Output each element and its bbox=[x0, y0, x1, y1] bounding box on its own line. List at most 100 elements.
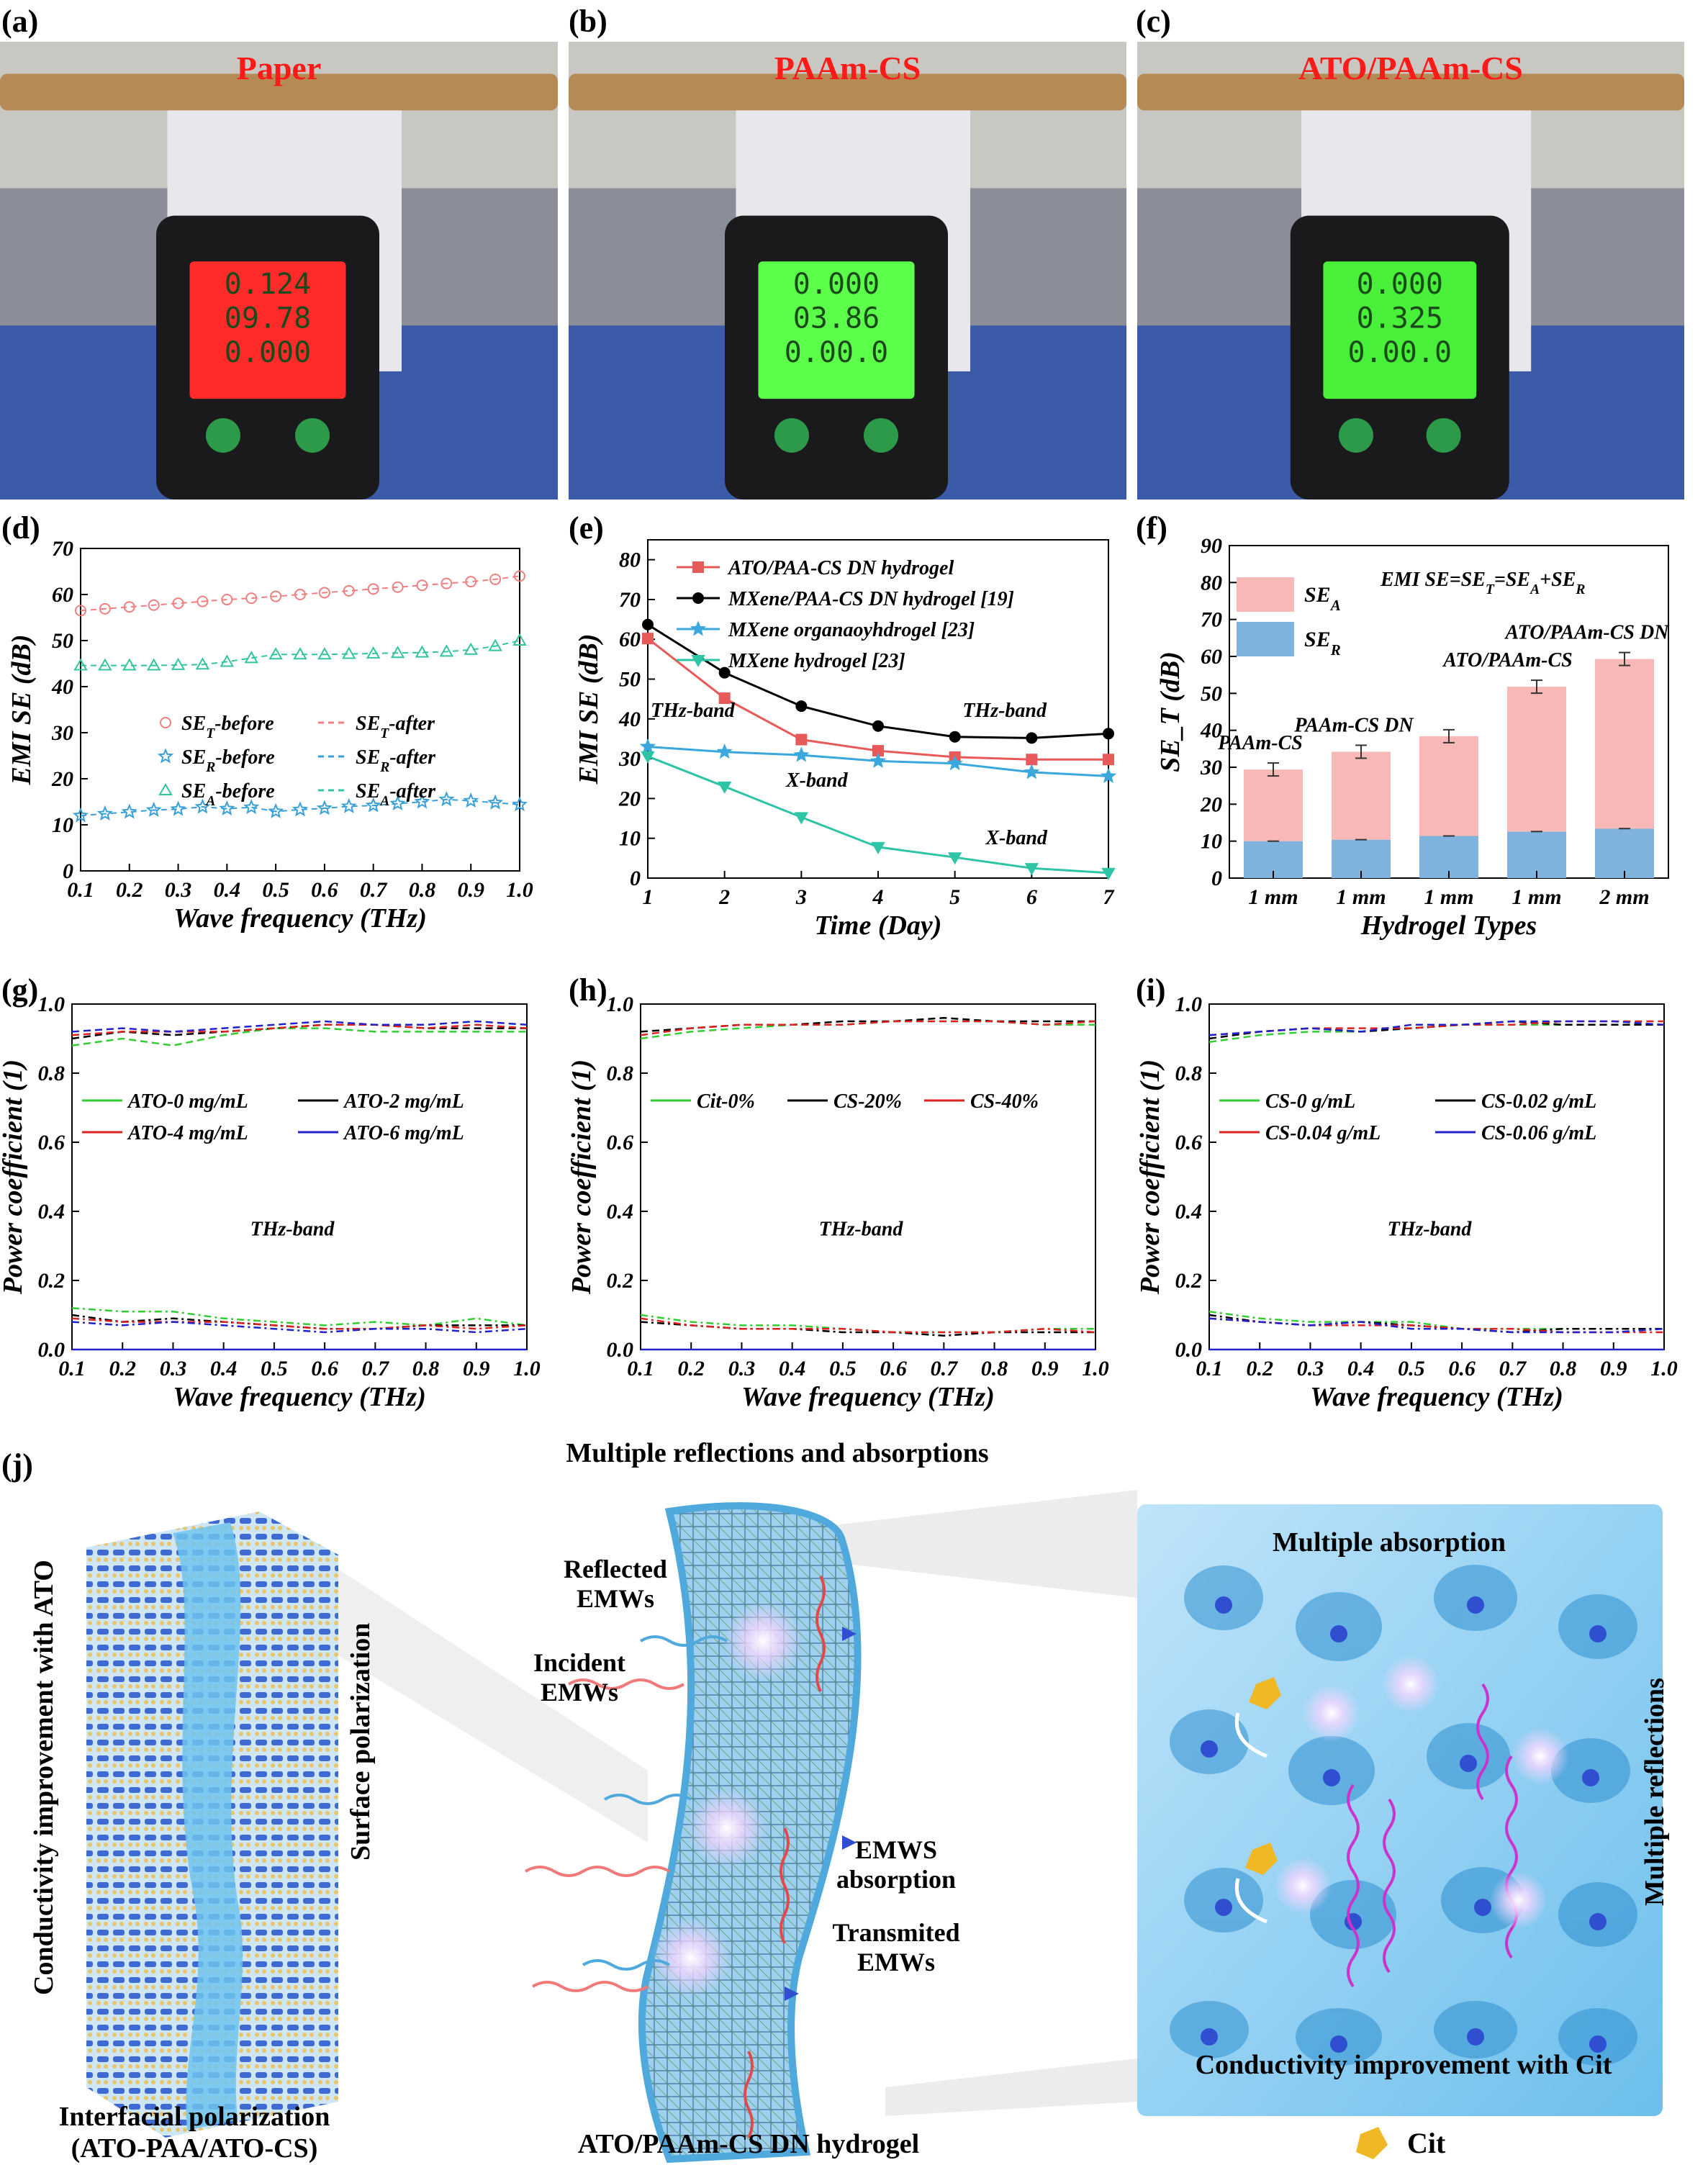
data-point bbox=[170, 800, 186, 816]
series-line-values_high bbox=[640, 1016, 1095, 1033]
schematic-top-title: Multiple reflections and absorptions bbox=[566, 1438, 989, 1468]
data-point bbox=[415, 645, 430, 658]
data-point bbox=[195, 657, 210, 670]
data-point bbox=[1024, 764, 1040, 779]
panel-label-b: (b) bbox=[569, 4, 607, 39]
annotation: THz-band bbox=[819, 1219, 904, 1241]
y-tick-label: 0.0 bbox=[38, 1338, 65, 1362]
y-tick-label: 0.2 bbox=[1175, 1269, 1203, 1293]
bar-SE_R bbox=[1507, 831, 1566, 878]
x-tick-label: 0.9 bbox=[1600, 1357, 1627, 1380]
x-tick-label: 0.1 bbox=[67, 878, 94, 902]
reflected-emws-label: Reflected EMWs bbox=[564, 1555, 667, 1614]
y-tick-label: 50 bbox=[1201, 682, 1222, 705]
x-tick-label: 0.9 bbox=[463, 1357, 490, 1380]
y-tick-label: 50 bbox=[52, 629, 73, 653]
data-point bbox=[171, 657, 186, 670]
data-point bbox=[158, 782, 173, 795]
x-tick-label: 0.8 bbox=[412, 1357, 440, 1380]
x-tick-label: 1 mm bbox=[1248, 885, 1298, 909]
data-point bbox=[318, 587, 330, 599]
x-tick-label: 1.0 bbox=[1082, 1357, 1109, 1380]
meter-reading: 0.00.0 bbox=[785, 336, 889, 369]
photo-paam-cs: 0.000 03.86 0.00.0 PAAm-CS bbox=[569, 42, 1126, 500]
series-line-values_high bbox=[640, 1020, 1096, 1036]
bar-label: PAAm-CS DN bbox=[1293, 714, 1414, 736]
y-tick-label: 0.4 bbox=[1175, 1200, 1203, 1224]
x-tick-label: 0.1 bbox=[1196, 1357, 1223, 1380]
data-point bbox=[220, 654, 235, 667]
data-point bbox=[1101, 867, 1116, 880]
legend-swatch bbox=[1237, 577, 1294, 612]
x-tick-label: 0.4 bbox=[214, 878, 241, 902]
data-point bbox=[465, 576, 477, 588]
legend-label: SEA-before bbox=[181, 780, 275, 809]
legend-label: ATO-2 mg/mL bbox=[343, 1090, 464, 1113]
x-tick-label: 0.8 bbox=[1550, 1357, 1577, 1380]
data-point bbox=[794, 812, 809, 825]
panel-label-i: (i) bbox=[1136, 972, 1166, 1008]
y-tick-label: 10 bbox=[52, 813, 73, 837]
x-tick-label: 1 mm bbox=[1424, 885, 1473, 909]
x-tick-label: 0.5 bbox=[262, 878, 289, 902]
x-tick-label: 0.2 bbox=[1246, 1357, 1273, 1380]
photo-title: ATO/PAAm-CS bbox=[1298, 50, 1523, 86]
x-axis-label: Wave frequency (THz) bbox=[173, 903, 427, 934]
meter-reading: 0.124 bbox=[225, 268, 311, 301]
series-line-values_high bbox=[71, 1023, 528, 1036]
y-tick-label: 0.4 bbox=[38, 1200, 65, 1224]
data-point bbox=[691, 655, 705, 668]
x-tick-label: 0.3 bbox=[728, 1357, 756, 1380]
plot-area: 0.0 0.2 0.4 0.6 0.8 1.0 0.1 0.2 0.3 0.4 0.5 0.6 0.7 0… bbox=[569, 997, 1109, 1412]
y-tick-label: 60 bbox=[619, 628, 641, 651]
x-tick-label: 6 bbox=[1026, 885, 1037, 909]
data-point bbox=[464, 642, 478, 655]
data-point bbox=[946, 755, 963, 771]
annotation: X-band bbox=[785, 769, 849, 792]
y-tick-label: 30 bbox=[1200, 756, 1222, 779]
annotation: X-band bbox=[985, 827, 1048, 849]
x-tick-label: 0.7 bbox=[931, 1357, 959, 1380]
series-line-values_low bbox=[640, 1317, 1096, 1334]
x-tick-label: 0.6 bbox=[880, 1357, 907, 1380]
data-point bbox=[99, 602, 111, 615]
legend-label: MXene organaoyhdrogel [23] bbox=[728, 619, 975, 641]
series-line-values_low bbox=[71, 1321, 528, 1334]
legend-label: EMI SE=SET=SEA+SER bbox=[1380, 569, 1585, 597]
data-point bbox=[511, 796, 528, 812]
meter-reading: 03.86 bbox=[793, 302, 880, 335]
y-tick-label: 30 bbox=[51, 721, 73, 745]
plot-area: 0.0 0.2 0.4 0.6 0.8 1.0 0.1 0.2 0.3 0.4 0.5 0.6 0.7 0… bbox=[1137, 997, 1678, 1412]
data-point bbox=[366, 646, 381, 659]
x-tick-label: 0.2 bbox=[109, 1357, 136, 1380]
x-axis-label: Wave frequency (THz) bbox=[173, 1382, 426, 1412]
chart-i: 0.0 0.2 0.4 0.6 0.8 1.0 0.1 0.2 0.3 0.4 0.5 0.6 0.7 0… bbox=[1137, 997, 1678, 1412]
x-tick-label: 0.3 bbox=[160, 1357, 187, 1380]
x-tick-label: 2 mm bbox=[1599, 885, 1649, 909]
data-point bbox=[96, 805, 113, 821]
legend-label: Cit-0% bbox=[697, 1090, 755, 1113]
plot-frame bbox=[71, 1003, 528, 1350]
panel-label-e: (e) bbox=[569, 510, 604, 546]
data-point bbox=[795, 733, 808, 746]
photo-title: PAAm-CS bbox=[774, 50, 921, 86]
x-axis-label: Time (Day) bbox=[815, 910, 942, 941]
x-tick-label: 2 bbox=[718, 885, 730, 909]
x-tick-label: 0.9 bbox=[457, 878, 484, 902]
y-axis-label: Power coefficient (1) bbox=[569, 1059, 597, 1295]
surface-polarization-label: Surface polarization bbox=[345, 1622, 376, 1861]
data-point bbox=[157, 748, 174, 764]
data-point bbox=[1026, 732, 1038, 744]
data-point bbox=[1103, 754, 1114, 766]
y-tick-label: 0.8 bbox=[1175, 1062, 1203, 1085]
x-tick-label: 0.1 bbox=[58, 1357, 86, 1380]
schematic-illustration bbox=[86, 1490, 1663, 2164]
x-axis-label: Hydrogel Types bbox=[1360, 910, 1537, 941]
chart-g: 0.0 0.2 0.4 0.6 0.8 1.0 0.1 0.2 0.3 0.4 0.5 0.6 0.7 0… bbox=[0, 997, 541, 1412]
series-line bbox=[647, 755, 1109, 874]
y-axis-label: Power coefficient (1) bbox=[0, 1059, 28, 1295]
meter-button bbox=[206, 417, 240, 453]
